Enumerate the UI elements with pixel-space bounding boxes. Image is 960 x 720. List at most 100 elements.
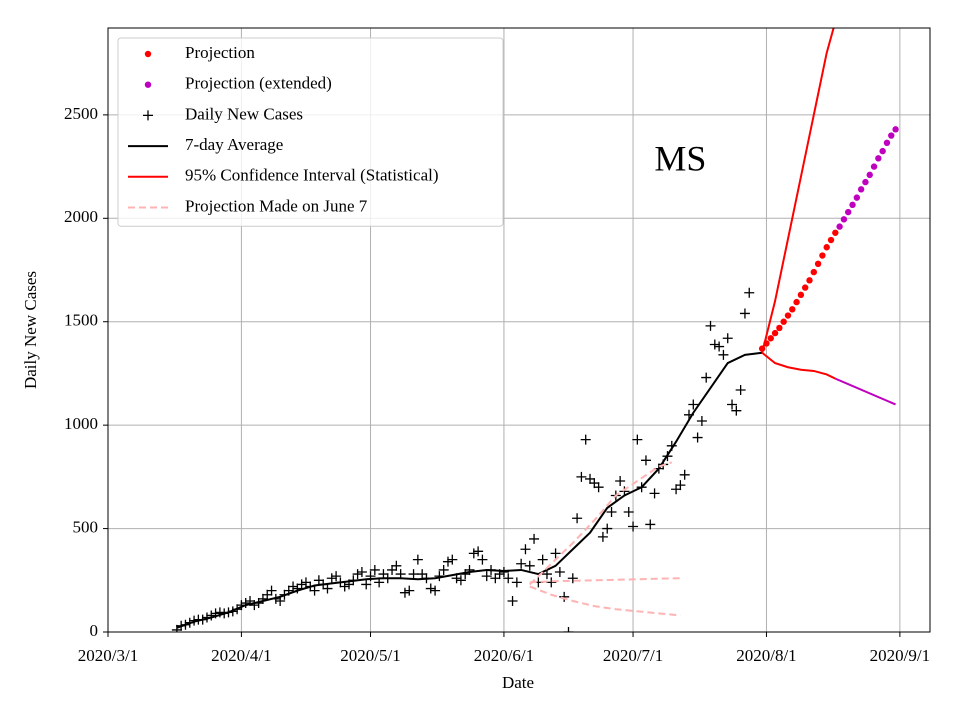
data-point <box>425 583 436 594</box>
legend-label: 95% Confidence Interval (Statistical) <box>185 166 439 185</box>
legend-label: Projection (extended) <box>185 74 332 93</box>
series-line <box>529 577 681 584</box>
data-point <box>563 627 574 632</box>
data-point <box>862 178 869 186</box>
y-tick-label: 2000 <box>64 207 98 226</box>
data-point <box>866 171 873 179</box>
data-point <box>632 434 643 445</box>
data-point <box>744 287 755 298</box>
data-point <box>240 598 251 609</box>
data-point <box>883 139 891 147</box>
data-point <box>810 268 818 276</box>
y-tick-label: 500 <box>73 517 99 536</box>
data-point <box>649 488 660 499</box>
data-point <box>789 306 796 313</box>
data-point <box>507 595 518 606</box>
data-point <box>442 556 453 567</box>
y-axis-label: Daily New Cases <box>21 271 40 389</box>
data-point <box>249 600 260 611</box>
y-tick-label: 1000 <box>64 414 98 433</box>
data-point <box>645 519 656 530</box>
data-point <box>597 531 608 542</box>
data-point <box>722 333 733 344</box>
data-point <box>814 260 822 268</box>
x-tick-label: 2020/8/1 <box>736 646 796 665</box>
data-point <box>671 484 682 495</box>
data-point <box>849 201 856 209</box>
data-point <box>888 132 895 139</box>
data-point <box>296 579 307 590</box>
data-point <box>731 405 742 416</box>
series-line <box>176 351 763 629</box>
legend-marker <box>144 50 152 58</box>
y-tick-label: 1500 <box>64 311 98 330</box>
data-point <box>840 216 848 223</box>
data-point <box>550 548 561 559</box>
data-point <box>718 349 729 360</box>
data-point <box>870 163 878 170</box>
data-point <box>767 335 774 342</box>
data-point <box>567 573 578 584</box>
data-point <box>845 208 852 216</box>
legend-label: Projection Made on June 7 <box>185 196 368 215</box>
data-point <box>257 593 268 604</box>
data-point <box>589 478 600 489</box>
data-point <box>692 432 703 443</box>
legend-label: 7-day Average <box>185 135 283 154</box>
legend-marker <box>144 81 152 88</box>
series-line <box>529 461 673 586</box>
data-point <box>361 579 372 590</box>
plot-area <box>171 28 899 632</box>
data-point <box>537 554 548 565</box>
data-point <box>675 480 686 491</box>
data-point <box>503 573 514 584</box>
series-line <box>529 585 681 617</box>
data-point <box>819 252 826 259</box>
data-point <box>511 577 522 588</box>
data-point <box>322 583 333 594</box>
series-line <box>834 377 896 406</box>
data-point <box>776 324 783 332</box>
y-tick-label: 2500 <box>64 104 98 123</box>
series-line <box>761 351 836 380</box>
data-point <box>853 194 861 201</box>
data-point <box>576 471 587 482</box>
data-point <box>771 329 779 337</box>
data-point <box>468 548 479 559</box>
annotation: MS <box>654 139 706 179</box>
data-point <box>412 554 423 565</box>
data-point <box>696 416 707 427</box>
legend-label: Projection <box>185 43 255 62</box>
plot-frame <box>107 27 931 633</box>
data-point <box>369 564 380 575</box>
data-point <box>438 564 449 575</box>
data-point <box>623 507 634 518</box>
data-point <box>292 583 303 594</box>
y-tick-label: 0 <box>90 621 99 640</box>
data-point <box>326 573 337 584</box>
data-point <box>356 567 367 578</box>
data-point <box>481 571 492 582</box>
data-point <box>391 560 402 571</box>
data-point <box>520 544 531 555</box>
data-point <box>455 575 466 586</box>
axes: 0 500 1000 1500 2000 2500 2020/3/1 2020/4/1 2020… <box>64 104 930 665</box>
x-tick-label: 2020/7/1 <box>603 646 663 665</box>
legend-label: Daily New Cases <box>185 104 303 123</box>
x-axis-label: Date <box>502 673 534 692</box>
data-point <box>875 155 882 162</box>
data-point <box>516 558 527 569</box>
data-point <box>498 567 509 578</box>
data-point <box>313 575 324 586</box>
legend-marker <box>143 110 153 121</box>
data-point <box>171 624 182 632</box>
data-point <box>331 571 342 582</box>
legend-box <box>117 37 504 227</box>
data-point <box>300 577 311 588</box>
data-point <box>615 476 626 486</box>
data-point <box>836 223 843 230</box>
data-point <box>705 320 716 331</box>
data-point <box>387 564 398 575</box>
data-point <box>714 341 725 352</box>
